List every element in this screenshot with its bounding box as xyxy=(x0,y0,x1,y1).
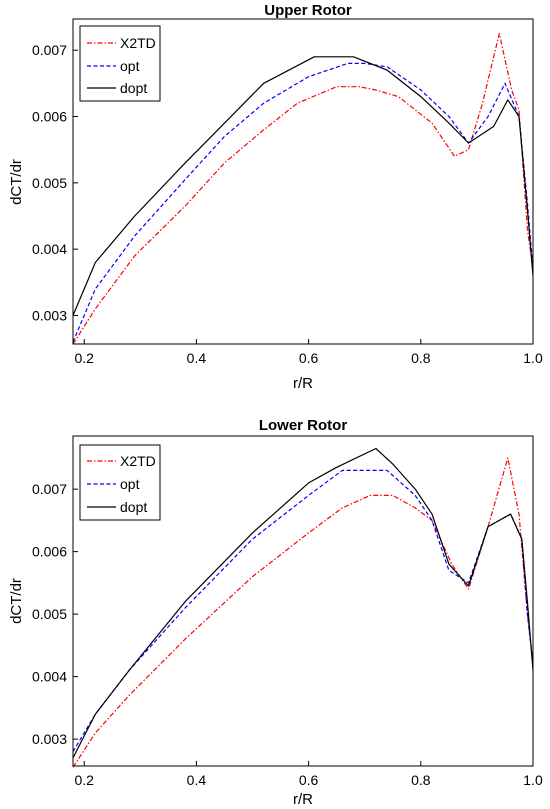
lower-rotor-y-axis: 0.003 0.004 0.005 0.006 0.007 xyxy=(32,481,78,747)
upper-rotor-x-tick-label: 0.4 xyxy=(187,350,207,366)
upper-rotor-title: Upper Rotor xyxy=(264,2,352,19)
lower-rotor-x-tick-label: 0.8 xyxy=(411,772,431,788)
upper-rotor-panel: Upper Rotor 0.2 0.4 0.6 0.8 1.0 0.0030.0040.… xyxy=(8,2,543,392)
lower-rotor-y-tick-label: 0.007 xyxy=(32,481,67,497)
lower-rotor-legend-label-x2td: X2TD xyxy=(120,453,156,469)
lower-rotor-x-label: r/R xyxy=(293,791,313,808)
lower-rotor-x-axis: 0.2 0.4 0.6 0.8 1.0 xyxy=(74,761,543,788)
upper-rotor-x-tick-label: 0.2 xyxy=(74,350,94,366)
lower-rotor-y-tick-label: 0.005 xyxy=(32,606,67,622)
upper-rotor-series-dopt xyxy=(72,56,534,316)
lower-rotor-series xyxy=(72,447,534,768)
lower-rotor-legend-label-dopt: dopt xyxy=(120,499,147,515)
upper-rotor-y-tick-label: 0.005 xyxy=(32,175,67,191)
lower-rotor-series-dopt xyxy=(72,447,534,759)
lower-rotor-title: Lower Rotor xyxy=(259,417,347,434)
upper-rotor-series xyxy=(72,32,534,345)
upper-rotor-y-tick-label: 0.004 xyxy=(32,241,67,257)
lower-rotor-x-tick-label: 0.4 xyxy=(187,772,207,788)
lower-rotor-x-tick-label: 0.2 xyxy=(74,772,94,788)
upper-rotor-x-tick-label: 0.6 xyxy=(299,350,319,366)
upper-rotor-x-tick-label: 1.0 xyxy=(523,350,543,366)
upper-rotor-y-tick-label: 0.007 xyxy=(32,42,67,58)
lower-rotor-x-tick-label: 0.6 xyxy=(299,772,319,788)
upper-rotor-plot-frame xyxy=(72,18,534,345)
lower-rotor-y-tick-label: 0.006 xyxy=(32,544,67,560)
lower-rotor-x-tick-label: 1.0 xyxy=(523,772,543,788)
lower-rotor-panel: Lower Rotor 0.2 0.4 0.6 0.8 1.0 0.0030.0040.… xyxy=(8,417,543,808)
lower-rotor-legend: X2TD opt dopt xyxy=(79,444,161,521)
upper-rotor-y-tick-label: 0.003 xyxy=(32,307,67,323)
upper-rotor-x-label: r/R xyxy=(293,375,313,392)
lower-rotor-legend-label-opt: opt xyxy=(120,476,140,492)
upper-rotor-x-tick-label: 0.8 xyxy=(411,350,431,366)
upper-rotor-y-label: dCT/dr xyxy=(8,159,25,205)
upper-rotor-series-opt xyxy=(72,62,534,343)
upper-rotor-legend-label-dopt: dopt xyxy=(120,80,147,96)
lower-rotor-plot-frame xyxy=(72,435,534,767)
lower-rotor-y-label: dCT/dr xyxy=(8,578,25,624)
upper-rotor-legend: X2TD opt dopt xyxy=(79,25,161,102)
lower-rotor-y-tick-label: 0.004 xyxy=(32,669,67,685)
upper-rotor-legend-label-x2td: X2TD xyxy=(120,35,156,51)
upper-rotor-x-axis: 0.2 0.4 0.6 0.8 1.0 xyxy=(74,339,543,366)
upper-rotor-legend-label-opt: opt xyxy=(120,58,140,74)
lower-rotor-series-x2td xyxy=(72,457,534,768)
lower-rotor-y-tick-label: 0.003 xyxy=(32,731,67,747)
upper-rotor-y-axis: 0.003 0.004 0.005 0.006 0.007 xyxy=(32,42,78,323)
upper-rotor-y-tick-label: 0.006 xyxy=(32,109,67,125)
